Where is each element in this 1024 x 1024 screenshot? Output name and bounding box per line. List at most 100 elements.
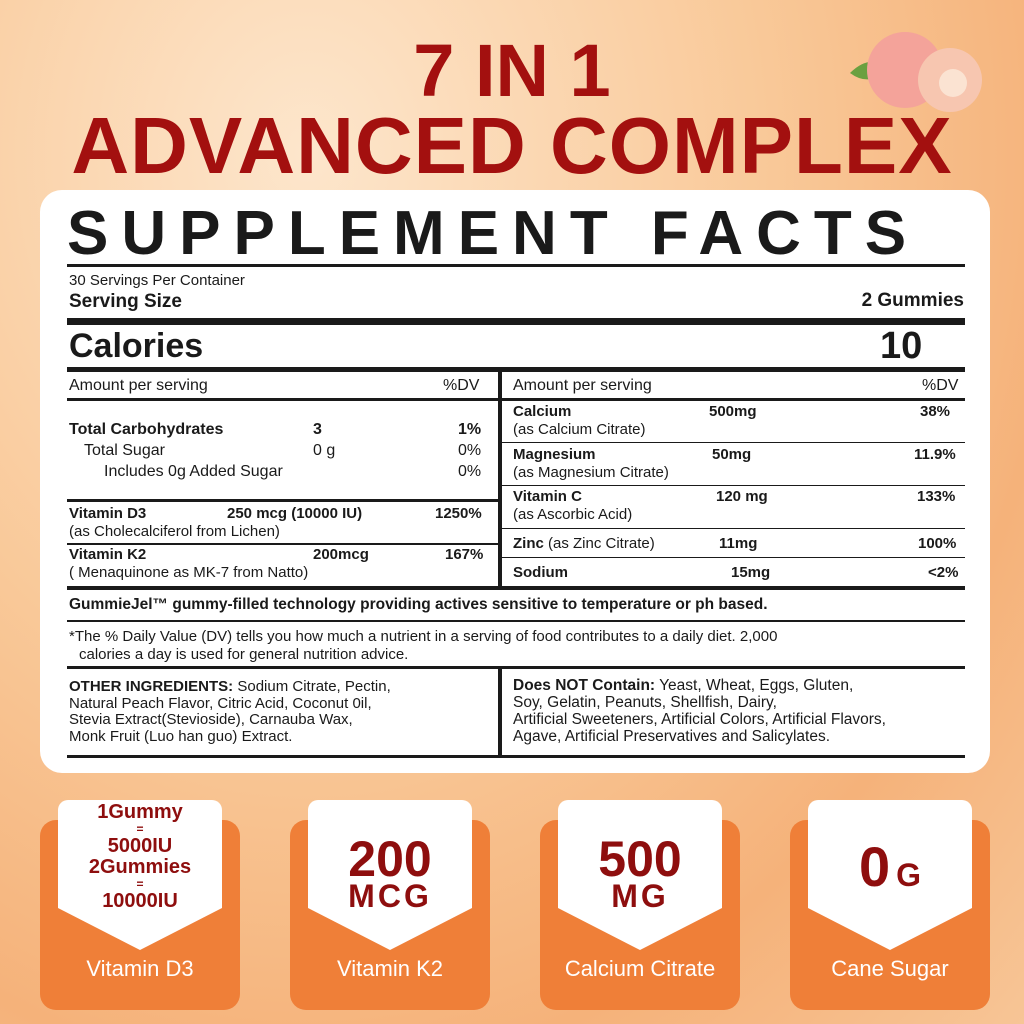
dv-footnote-2: calories a day is used for general nutri… xyxy=(79,646,409,663)
column-divider xyxy=(498,367,502,589)
badge-line: 2Gummies xyxy=(88,856,192,878)
amount-header-right: Amount per serving xyxy=(513,377,652,394)
badge-label: Vitamin K2 xyxy=(337,956,443,981)
nutrient-source: (as Magnesium Citrate) xyxy=(513,464,669,481)
badge-unit: MCG xyxy=(348,878,432,914)
nutrient-name: Total Sugar xyxy=(84,442,165,459)
badge-label: Vitamin D3 xyxy=(86,956,194,981)
badge-unit: MG xyxy=(611,878,669,914)
divider xyxy=(502,398,965,401)
badge-unit: G xyxy=(896,857,922,893)
does-not-contain: Does NOT Contain: Yeast, Wheat, Eggs, Gl… xyxy=(513,677,886,745)
facts-title: SUPPLEMENT FACTS xyxy=(67,199,920,268)
does-not-contain-label: Does NOT Contain: xyxy=(513,677,656,694)
nutrient-amount: 250 mcg (10000 IU) xyxy=(227,505,363,522)
nutrient-amount: 500mg xyxy=(709,403,757,420)
divider xyxy=(67,318,965,325)
other-ingredients-label: OTHER INGREDIENTS: xyxy=(69,678,234,695)
nutrient-amount: 11mg xyxy=(719,535,758,552)
nutrient-dv: 11.9% xyxy=(914,446,956,463)
nutrient-source: (as Cholecalciferol from Lichen) xyxy=(69,523,280,540)
column-divider xyxy=(498,669,502,757)
nutrient-name: Total Carbohydrates xyxy=(69,421,224,438)
badge-vitamin-k2: 200 MCG Vitamin K2 xyxy=(290,800,490,1010)
nutrient-dv: 1% xyxy=(458,421,482,438)
nutrient-source: (as Calcium Citrate) xyxy=(513,421,646,438)
divider xyxy=(67,620,965,622)
divider xyxy=(502,442,965,443)
nutrient-dv: <2% xyxy=(928,564,959,581)
badge-big-value: 0 xyxy=(858,835,891,898)
nutrient-dv: 167% xyxy=(445,546,484,563)
nutrient-source: (as Zinc Citrate) xyxy=(543,535,655,552)
divider xyxy=(67,543,498,545)
dv-header-left: %DV xyxy=(443,377,480,394)
nutrient-name: Magnesium xyxy=(513,446,596,463)
badge-line: 5000IU xyxy=(107,835,173,857)
nutrient-name: Vitamin K2 xyxy=(69,546,147,563)
nutrient-dv: 100% xyxy=(918,535,957,552)
ingredients-text: Stevia Extract(Stevioside), Carnauba Wax… xyxy=(69,711,353,728)
nutrient-dv: 1250% xyxy=(435,505,482,522)
badge-line: = xyxy=(136,822,144,836)
calories-label: Calories xyxy=(69,327,204,365)
nutrient-source: ( Menaquinone as MK-7 from Natto) xyxy=(69,564,309,581)
allergen-text: Yeast, Wheat, Eggs, Gluten, xyxy=(655,677,854,694)
nutrient-name: Vitamin D3 xyxy=(69,505,147,522)
nutrient-name: Vitamin C xyxy=(513,488,582,505)
badge-label: Cane Sugar xyxy=(831,956,949,981)
badge-line: 1Gummy xyxy=(97,801,183,823)
nutrient-amount: 15mg xyxy=(731,564,771,581)
badge-label: Calcium Citrate xyxy=(564,956,716,981)
dv-footnote: *The % Daily Value (DV) tells you how mu… xyxy=(69,628,778,645)
nutrient-amount: 200mcg xyxy=(313,546,369,563)
badge-line: 10000IU xyxy=(102,890,178,912)
allergen-text: Agave, Artificial Preservatives and Sali… xyxy=(513,728,831,745)
amount-header-left: Amount per serving xyxy=(69,377,208,394)
badge-vitamin-d3: 1Gummy = 5000IU 2Gummies = 10000IU Vitam… xyxy=(40,800,240,1010)
nutrient-name: Sodium xyxy=(513,564,568,581)
badge-calcium-citrate: 500 MG Calcium Citrate xyxy=(540,800,740,1010)
ingredients-text: Sodium Citrate, Pectin, xyxy=(233,678,391,695)
divider xyxy=(67,755,965,758)
nutrient-amount: 3 xyxy=(313,421,322,438)
divider xyxy=(67,367,965,372)
nutrient-amount: 0 g xyxy=(313,442,336,459)
nutrient-dv: 38% xyxy=(920,403,951,420)
divider xyxy=(502,485,965,486)
ingredients-text: Natural Peach Flavor, Citric Acid, Cocon… xyxy=(69,694,372,712)
nutrient-amount: 120 mg xyxy=(716,488,768,505)
nutrient-name: Calcium xyxy=(513,403,572,420)
headline-line-1: 7 IN 1 xyxy=(413,29,611,112)
peach-icon xyxy=(850,32,982,112)
ingredients-text: Monk Fruit (Luo han guo) Extract. xyxy=(69,727,293,745)
badge-big-value: 500 xyxy=(598,831,682,887)
divider xyxy=(502,528,965,529)
divider xyxy=(67,586,965,590)
nutrient-source: (as Ascorbic Acid) xyxy=(513,506,633,523)
nutrient-name: Zinc xyxy=(513,535,544,552)
serving-size-value: 2 Gummies xyxy=(861,290,964,311)
headline-line-2: ADVANCED COMPLEX xyxy=(71,101,953,190)
technology-note: GummieJel™ gummy-filled technology provi… xyxy=(69,596,768,613)
divider xyxy=(67,666,965,669)
other-ingredients: OTHER INGREDIENTS: Sodium Citrate, Pecti… xyxy=(69,678,391,745)
divider xyxy=(502,557,965,558)
nutrient-dv: 0% xyxy=(458,463,482,480)
allergen-text: Soy, Gelatin, Peanuts, Shellfish, Dairy, xyxy=(513,694,777,711)
divider xyxy=(67,499,498,502)
allergen-text: Artificial Sweeteners, Artificial Colors… xyxy=(513,711,886,728)
divider xyxy=(67,398,498,401)
badge-big-value: 200 xyxy=(348,831,432,887)
divider xyxy=(67,264,965,267)
nutrient-amount: 50mg xyxy=(712,446,752,463)
nutrient-dv: 0% xyxy=(458,442,482,459)
servings-per-container: 30 Servings Per Container xyxy=(69,272,245,289)
supplement-facts-panel xyxy=(40,190,990,773)
nutrient-dv: 133% xyxy=(917,488,956,505)
nutrient-name-zinc: Zinc (as Zinc Citrate) xyxy=(513,535,655,552)
nutrient-name: Includes 0g Added Sugar xyxy=(104,463,283,480)
dv-header-right: %DV xyxy=(922,377,959,394)
